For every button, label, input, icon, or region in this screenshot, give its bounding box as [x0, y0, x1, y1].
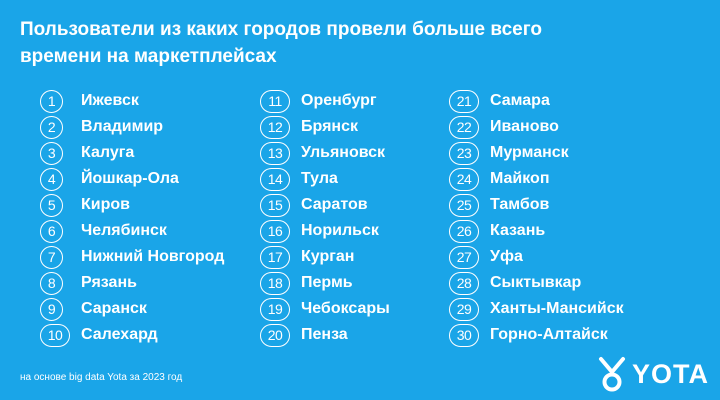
- city-name: Салехард: [81, 326, 158, 343]
- list-item: 25 Тамбов: [449, 192, 649, 218]
- list-item: 18 Пермь: [260, 270, 460, 296]
- rank-badge: 7: [40, 245, 63, 269]
- list-item: 2 Владимир: [40, 114, 240, 140]
- city-name: Самара: [490, 92, 550, 109]
- rank-badge: 3: [40, 141, 63, 165]
- rank-badge: 11: [260, 89, 290, 113]
- city-name: Челябинск: [81, 222, 167, 239]
- rank-badge: 27: [449, 245, 479, 269]
- rank-badge: 21: [449, 89, 479, 113]
- rank-badge: 17: [260, 245, 290, 269]
- rank-badge: 26: [449, 219, 479, 243]
- list-item: 26 Казань: [449, 218, 649, 244]
- list-item: 29 Ханты-Мансийск: [449, 296, 649, 322]
- city-name: Казань: [490, 222, 546, 239]
- ranking-column-3: 21 Самара 22 Иваново 23 Мурманск 24 Майкоп 2…: [449, 88, 649, 348]
- city-name: Тула: [301, 170, 338, 187]
- list-item: 3 Калуга: [40, 140, 240, 166]
- city-name: Майкоп: [490, 170, 550, 187]
- city-name: Саранск: [81, 300, 147, 317]
- ranking-column-1: 1 Ижевск 2 Владимир 3 Калуга 4 Йошкар-Ола 5 К…: [40, 88, 240, 348]
- rank-badge: 8: [40, 271, 63, 295]
- rank-badge: 20: [260, 323, 290, 347]
- city-name: Ижевск: [81, 92, 139, 109]
- city-name: Уфа: [490, 248, 523, 265]
- list-item: 27 Уфа: [449, 244, 649, 270]
- city-name: Йошкар-Ола: [81, 170, 179, 187]
- list-item: 30 Горно-Алтайск: [449, 322, 649, 348]
- rank-badge: 1: [40, 89, 63, 113]
- rank-badge: 16: [260, 219, 290, 243]
- city-name: Рязань: [81, 274, 137, 291]
- rank-badge: 24: [449, 167, 479, 191]
- city-name: Оренбург: [301, 92, 377, 109]
- list-item: 6 Челябинск: [40, 218, 240, 244]
- city-name: Ханты-Мансийск: [490, 300, 624, 317]
- list-item: 14 Тула: [260, 166, 460, 192]
- list-item: 28 Сыктывкар: [449, 270, 649, 296]
- list-item: 10 Салехард: [40, 322, 240, 348]
- list-item: 16 Норильск: [260, 218, 460, 244]
- rank-badge: 13: [260, 141, 290, 165]
- rank-badge: 12: [260, 115, 290, 139]
- city-name: Пермь: [301, 274, 353, 291]
- rank-badge: 28: [449, 271, 479, 295]
- rank-badge: 15: [260, 193, 290, 217]
- rank-badge: 23: [449, 141, 479, 165]
- rank-badge: 19: [260, 297, 290, 321]
- rank-badge: 6: [40, 219, 63, 243]
- list-item: 9 Саранск: [40, 296, 240, 322]
- city-name: Мурманск: [490, 144, 569, 161]
- city-name: Сыктывкар: [490, 274, 582, 291]
- yota-logo: YOTA: [598, 356, 709, 392]
- list-item: 15 Саратов: [260, 192, 460, 218]
- list-item: 11 Оренбург: [260, 88, 460, 114]
- rank-badge: 22: [449, 115, 479, 139]
- city-name: Саратов: [301, 196, 368, 213]
- list-item: 22 Иваново: [449, 114, 649, 140]
- rank-badge: 10: [40, 323, 70, 347]
- list-item: 7 Нижний Новгород: [40, 244, 240, 270]
- rank-badge: 4: [40, 167, 63, 191]
- rank-badge: 30: [449, 323, 479, 347]
- city-name: Иваново: [490, 118, 559, 135]
- rank-badge: 25: [449, 193, 479, 217]
- city-name: Тамбов: [490, 196, 550, 213]
- city-name: Владимир: [81, 118, 164, 135]
- rank-badge: 5: [40, 193, 63, 217]
- city-name: Ульяновск: [301, 144, 386, 161]
- yota-logo-icon: [599, 357, 625, 392]
- city-name: Калуга: [81, 144, 135, 161]
- list-item: 12 Брянск: [260, 114, 460, 140]
- city-name: Нижний Новгород: [81, 248, 225, 265]
- list-item: 21 Самара: [449, 88, 649, 114]
- rank-badge: 2: [40, 115, 63, 139]
- rank-badge: 18: [260, 271, 290, 295]
- list-item: 8 Рязань: [40, 270, 240, 296]
- page-title: Пользователи из каких городов провели бо…: [20, 19, 543, 67]
- city-name: Чебоксары: [301, 300, 390, 317]
- rank-badge: 14: [260, 167, 290, 191]
- list-item: 1 Ижевск: [40, 88, 240, 114]
- city-name: Горно-Алтайск: [490, 326, 608, 343]
- city-name: Курган: [301, 248, 355, 265]
- list-item: 5 Киров: [40, 192, 240, 218]
- list-item: 17 Курган: [260, 244, 460, 270]
- rank-badge: 29: [449, 297, 479, 321]
- footnote: на основе big data Yota за 2023 год: [20, 372, 183, 383]
- list-item: 20 Пенза: [260, 322, 460, 348]
- city-name: Киров: [81, 196, 130, 213]
- city-name: Брянск: [301, 118, 358, 135]
- list-item: 13 Ульяновск: [260, 140, 460, 166]
- list-item: 19 Чебоксары: [260, 296, 460, 322]
- list-item: 23 Мурманск: [449, 140, 649, 166]
- list-item: 24 Майкоп: [449, 166, 649, 192]
- list-item: 4 Йошкар-Ола: [40, 166, 240, 192]
- rank-badge: 9: [40, 297, 63, 321]
- city-name: Норильск: [301, 222, 379, 239]
- logo-text: YOTA: [632, 358, 709, 389]
- city-name: Пенза: [301, 326, 348, 343]
- ranking-column-2: 11 Оренбург 12 Брянск 13 Ульяновск 14 Тула 1…: [260, 88, 460, 348]
